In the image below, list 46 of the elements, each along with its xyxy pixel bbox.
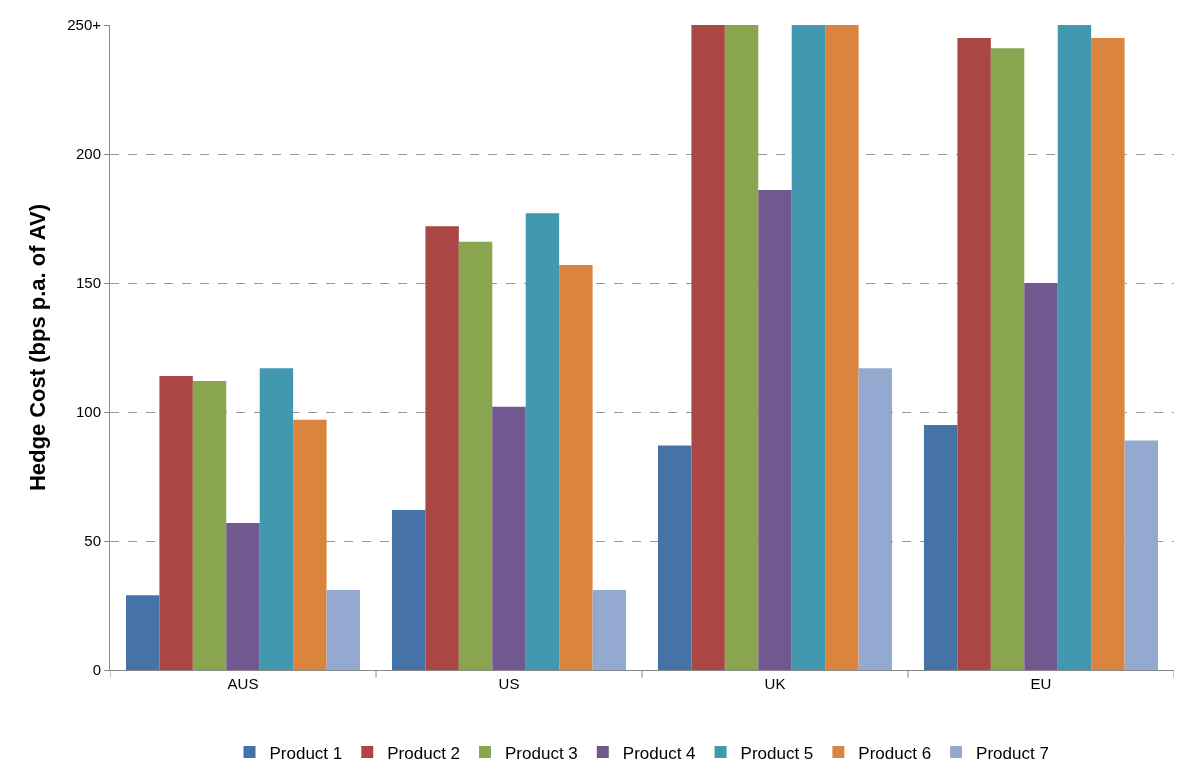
x-tick-label: UK bbox=[764, 675, 786, 692]
bar bbox=[159, 375, 193, 670]
bar bbox=[1124, 440, 1159, 670]
legend-label: Product 1 bbox=[269, 743, 343, 763]
x-tick-label: US bbox=[498, 675, 520, 692]
bar bbox=[858, 368, 893, 670]
legend-label: Product 7 bbox=[976, 743, 1049, 763]
x-tick-label: AUS bbox=[227, 675, 259, 692]
bar bbox=[293, 419, 327, 670]
x-tick-label: EU bbox=[1030, 675, 1052, 692]
legend-label: Product 6 bbox=[858, 743, 932, 763]
bar bbox=[657, 445, 692, 670]
legend-label: Product 4 bbox=[622, 743, 696, 763]
bar bbox=[525, 213, 560, 670]
bar bbox=[559, 264, 593, 670]
y-tick-label: 100 bbox=[75, 403, 101, 421]
bar bbox=[990, 48, 1025, 670]
y-tick-label: 200 bbox=[75, 145, 101, 163]
bar bbox=[492, 406, 526, 670]
y-tick-label: 250+ bbox=[67, 16, 102, 34]
bar bbox=[791, 25, 826, 670]
bar bbox=[326, 590, 361, 670]
bar bbox=[192, 381, 227, 670]
bar bbox=[691, 25, 725, 670]
bar bbox=[1091, 37, 1125, 670]
legend-label: Product 3 bbox=[505, 743, 578, 763]
bar bbox=[125, 595, 160, 670]
bar bbox=[923, 424, 958, 670]
bar bbox=[226, 522, 260, 670]
bar bbox=[1057, 25, 1092, 670]
legend-label: Product 5 bbox=[740, 743, 814, 763]
bar bbox=[825, 25, 859, 670]
bar bbox=[259, 368, 294, 670]
y-axis-title: Hedge Cost (bps p.a. of AV) bbox=[25, 203, 50, 492]
bar bbox=[957, 37, 991, 670]
bar bbox=[425, 226, 459, 670]
y-tick-label: 150 bbox=[75, 274, 101, 292]
legend-label: Product 2 bbox=[387, 743, 461, 763]
bar bbox=[391, 510, 426, 670]
y-tick-label: 50 bbox=[84, 532, 101, 550]
bar bbox=[458, 241, 493, 670]
bar bbox=[592, 590, 627, 670]
bar bbox=[724, 25, 759, 670]
bar bbox=[758, 190, 792, 670]
y-tick-label: 0 bbox=[92, 661, 101, 679]
bar bbox=[1024, 283, 1058, 670]
